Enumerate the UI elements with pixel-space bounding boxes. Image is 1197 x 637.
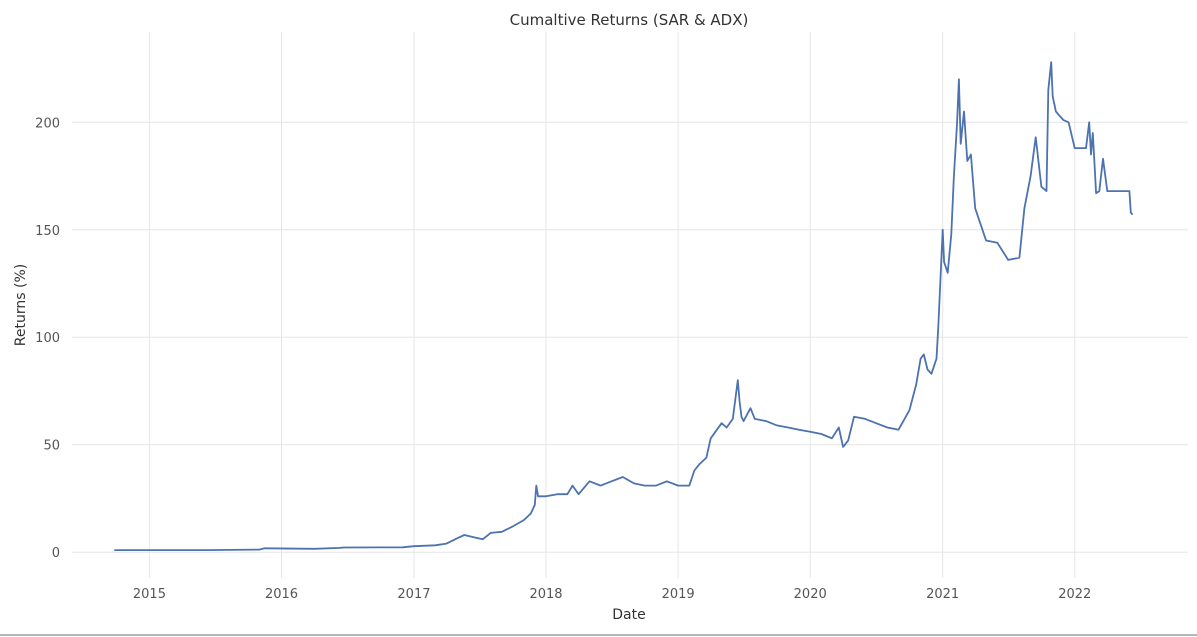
x-tick-label: 2016 [265, 587, 298, 602]
y-tick-label: 200 [35, 116, 60, 131]
y-tick-label: 50 [43, 439, 60, 454]
y-axis-label: Returns (%) [13, 264, 29, 346]
grid [72, 32, 1188, 578]
x-tick-label: 2021 [926, 587, 959, 602]
y-tick-label: 150 [35, 224, 60, 239]
y-tick-label: 0 [52, 546, 60, 561]
y-tick-label: 100 [35, 331, 60, 346]
x-tick-label: 2022 [1058, 587, 1091, 602]
x-tick-label: 2020 [794, 587, 827, 602]
x-axis-label: Date [612, 607, 645, 623]
y-axis-ticks: 0 50 100 150 200 [35, 116, 60, 561]
x-tick-label: 2019 [662, 587, 695, 602]
x-tick-label: 2015 [133, 587, 166, 602]
x-tick-label: 2018 [529, 587, 562, 602]
x-tick-label: 2017 [397, 587, 430, 602]
bottom-rule [0, 634, 1197, 636]
x-axis-ticks: 2015 2016 2017 2018 2019 2020 2021 2022 [133, 587, 1091, 602]
chart-title: Cumaltive Returns (SAR & ADX) [510, 11, 749, 29]
series-line [114, 61, 1134, 551]
